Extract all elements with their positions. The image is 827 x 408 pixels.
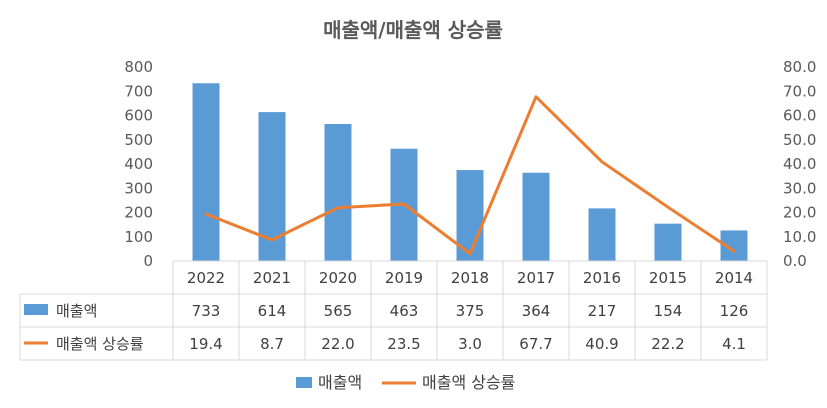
y-left-tick-label: 300 [124,179,153,197]
bar-value-label: 375 [456,302,485,320]
legend: 매출액 매출액 상승률 [296,373,515,392]
line-value-label: 40.9 [585,335,618,353]
line-value-label: 23.5 [387,335,420,353]
bar-value-label: 463 [390,302,419,320]
line-value-label: 8.7 [260,335,284,353]
y-right-tick-label: 20.0 [783,204,816,222]
bar-value-label: 217 [588,302,617,320]
y-left-tick-label: 700 [124,82,153,100]
bar-value-label: 614 [258,302,287,320]
line-value-label: 3.0 [458,335,482,353]
y-right-tick-label: 50.0 [783,131,816,149]
y-left-tick-label: 800 [124,58,153,76]
bar-value-label: 364 [522,302,551,320]
y-right-tick-label: 40.0 [783,155,816,173]
bar-value-label: 126 [720,302,749,320]
y-left-tick-label: 200 [124,204,153,222]
y-right-tick-label: 70.0 [783,82,816,100]
x-tick-label: 2015 [649,269,687,287]
y-right-tick-label: 60.0 [783,107,816,125]
y-left-tick-label: 0 [143,252,153,270]
y-right-tick-label: 0.0 [783,252,807,270]
data-table: 2022 2021 2020 2019 2018 2017 2016 2015 2014 733 6… [19,260,768,361]
line-value-label: 67.7 [519,335,552,353]
x-tick-label: 2019 [385,269,423,287]
x-tick-label: 2017 [517,269,555,287]
line-value-label: 19.4 [189,335,222,353]
x-tick-label: 2016 [583,269,621,287]
line-group [204,95,736,256]
y-left-tick-label: 600 [124,107,153,125]
bar-group [192,83,748,261]
axes: 0 100 200 300 400 500 600 700 800 0.0 10.0 20.0 30.0… [124,58,816,270]
bar [324,123,352,261]
bar [192,83,220,261]
bar-value-label: 154 [654,302,683,320]
y-right-tick-label: 80.0 [783,58,816,76]
x-tick-label: 2021 [253,269,291,287]
bar-value-label: 733 [192,302,221,320]
line-value-label: 4.1 [722,335,746,353]
table-row-header: 매출액 상승률 [56,335,144,353]
x-tick-label: 2020 [319,269,357,287]
x-tick-label: 2014 [715,269,753,287]
y-left-tick-label: 100 [124,228,153,246]
series-line [204,95,736,256]
legend-label: 매출액 상승률 [422,373,515,392]
bar [654,223,682,261]
x-tick-label: 2022 [187,269,225,287]
y-right-tick-label: 10.0 [783,228,816,246]
y-left-tick-label: 400 [124,155,153,173]
line-value-label: 22.0 [321,335,354,353]
table-key-bar [24,304,48,315]
bar-value-label: 565 [324,302,353,320]
table-row-header: 매출액 [56,302,97,320]
line-value-label: 22.2 [651,335,684,353]
y-left-tick-label: 500 [124,131,153,149]
legend-swatch-bar [296,377,312,388]
chart-title: 매출액/매출액 상승률 [323,18,503,42]
y-right-tick-label: 30.0 [783,179,816,197]
bar [588,208,616,261]
bar [522,172,550,261]
x-tick-label: 2018 [451,269,489,287]
legend-label: 매출액 [318,373,362,392]
